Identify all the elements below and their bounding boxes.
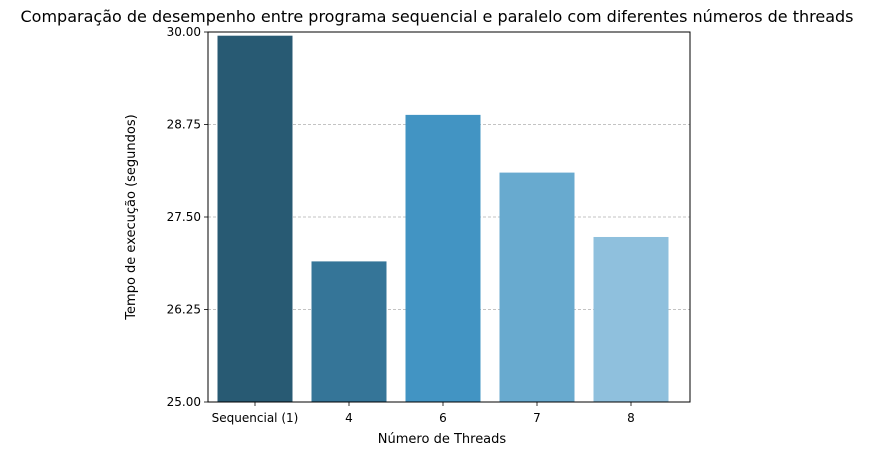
bar-5 [593, 236, 669, 402]
x-tick-label: 8 [627, 411, 635, 425]
y-tick-label: 26.25 [167, 303, 201, 317]
y-tick-label: 27.50 [167, 210, 201, 224]
x-tick-label: 7 [533, 411, 541, 425]
x-ticks: Sequencial (1) 4 6 7 8 [212, 402, 635, 425]
bar-4 [499, 172, 575, 402]
chart-title: Comparação de desempenho entre programa … [21, 7, 854, 26]
y-tick-label: 30.00 [167, 25, 201, 39]
x-tick-label: 4 [345, 411, 353, 425]
y-tick-label: 25.00 [167, 395, 201, 409]
y-axis-label: Tempo de execução (segundos) [124, 114, 139, 320]
y-ticks: 25.00 26.25 27.50 28.75 30.00 [167, 25, 208, 409]
bar-2 [311, 261, 387, 402]
x-axis-label: Número de Threads [378, 432, 507, 447]
x-tick-label: Sequencial (1) [212, 411, 299, 425]
x-tick-label: 6 [439, 411, 447, 425]
bar-1 [217, 35, 293, 402]
bars [217, 35, 669, 402]
bar-3 [405, 114, 481, 402]
y-tick-label: 28.75 [167, 118, 201, 132]
